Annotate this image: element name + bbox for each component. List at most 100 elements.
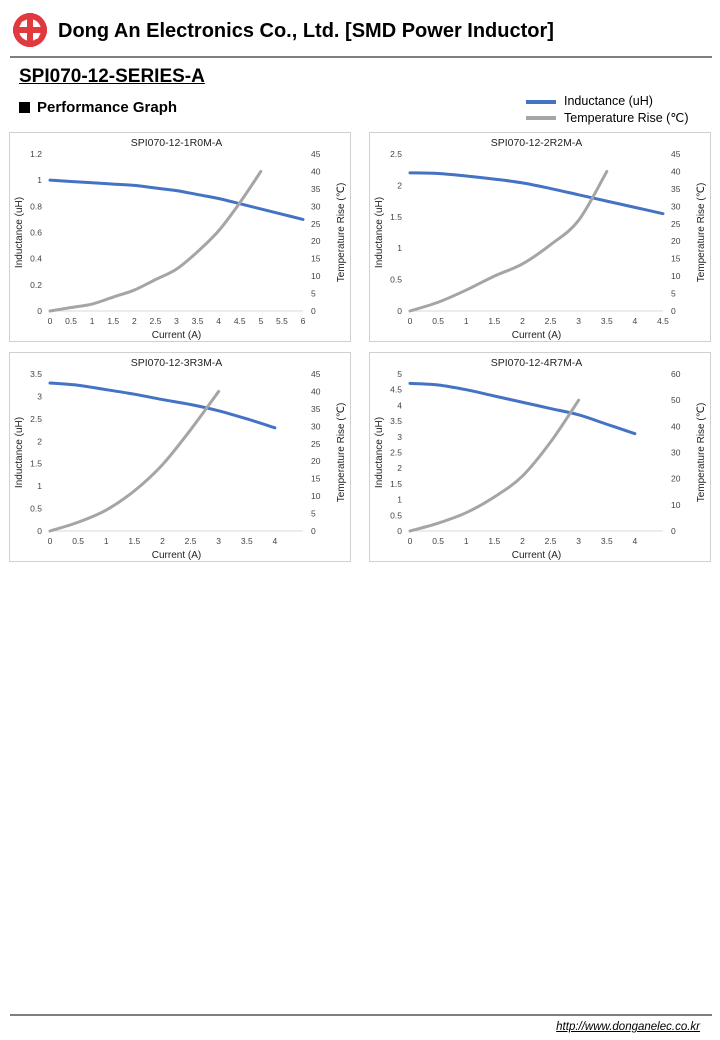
company-logo-icon <box>13 13 47 47</box>
x-axis-label: Current (A) <box>152 550 201 561</box>
x-tick-label: 0.5 <box>72 536 84 546</box>
y2-tick-label: 50 <box>671 395 681 405</box>
y2-tick-label: 45 <box>311 369 321 379</box>
x-tick-label: 4 <box>633 536 638 546</box>
x-tick-label: 0.5 <box>432 536 444 546</box>
y2-tick-label: 45 <box>671 149 681 159</box>
x-tick-label: 2 <box>132 316 137 326</box>
x-tick-label: 4 <box>273 536 278 546</box>
y2-tick-label: 15 <box>311 254 321 264</box>
company-name: Dong An Electronics Co., Ltd. [SMD Power… <box>58 20 554 42</box>
temperature-rise-line <box>48 169 263 313</box>
section-heading: Performance Graph <box>19 99 177 116</box>
y2-tick-label: 10 <box>671 271 681 281</box>
inductance-line <box>408 171 665 216</box>
x-tick-label: 0 <box>408 536 413 546</box>
y2-tick-label: 25 <box>311 439 321 449</box>
x-tick-label: 3.5 <box>241 536 253 546</box>
y2-tick-label: 5 <box>311 289 316 299</box>
bullet-square-icon <box>19 102 30 113</box>
y-tick-label: 1 <box>397 495 402 505</box>
chart-4r7m: SPI070-12-4R7M-A 0 0.5 1 1.5 2 2.5 3 3.5 4 0 0.5 1 1.… <box>369 352 711 562</box>
x-tick-label: 1 <box>104 536 109 546</box>
x-tick-label: 2 <box>520 536 525 546</box>
y2-tick-label: 15 <box>671 254 681 264</box>
y-axis-label: Inductance (uH) <box>14 417 25 488</box>
y-axis-label: Inductance (uH) <box>374 197 385 268</box>
y-tick-label: 2.5 <box>390 448 402 458</box>
y2-tick-label: 20 <box>311 456 321 466</box>
x-tick-label: 6 <box>301 316 306 326</box>
y-tick-label: 3.5 <box>30 369 42 379</box>
x-tick-label: 1.5 <box>128 536 140 546</box>
y2-tick-label: 45 <box>311 149 321 159</box>
y-tick-label: 0.2 <box>30 280 42 290</box>
y-tick-label: 0.8 <box>30 201 42 211</box>
y2-tick-label: 60 <box>671 369 681 379</box>
y2-tick-label: 0 <box>671 306 676 316</box>
legend-label-temperature: Temperature Rise (℃) <box>564 111 689 125</box>
y2-axis-label: Temperature Rise (℃) <box>696 183 707 283</box>
x-tick-label: 3 <box>576 316 581 326</box>
chart-svg: SPI070-12-1R0M-A 0 0.5 1 1.5 2 2.5 3 3.5 4 4.5 5 5.5… <box>14 137 347 341</box>
x-tick-label: 0 <box>408 316 413 326</box>
chart-3r3m: SPI070-12-3R3M-A 0 0.5 1 1.5 2 2.5 3 3.5 4 0 0.5 1 1.… <box>9 352 351 562</box>
y2-tick-label: 35 <box>311 184 321 194</box>
y2-tick-label: 10 <box>311 491 321 501</box>
legend-item-inductance: Inductance (uH) <box>524 94 714 110</box>
chart-svg: SPI070-12-3R3M-A 0 0.5 1 1.5 2 2.5 3 3.5 4 0 0.5 1 1.… <box>14 357 347 561</box>
page-title: SPI070-12-SERIES-A <box>19 66 205 87</box>
y2-tick-label: 40 <box>671 166 681 176</box>
x-axis-label: Current (A) <box>512 330 561 341</box>
y-tick-label: 2 <box>37 436 42 446</box>
x-tick-label: 2 <box>520 316 525 326</box>
chart-1r0m: SPI070-12-1R0M-A 0 0.5 1 1.5 2 2.5 3 3.5 4 4.5 5 5.5… <box>9 132 351 342</box>
y2-tick-label: 30 <box>671 201 681 211</box>
x-tick-label: 4.5 <box>234 316 246 326</box>
y2-tick-label: 10 <box>671 500 681 510</box>
y-tick-label: 1.2 <box>30 149 42 159</box>
inductance-line <box>48 178 305 221</box>
y-tick-label: 0.5 <box>390 275 402 285</box>
y2-tick-label: 20 <box>671 236 681 246</box>
y-tick-label: 0 <box>37 526 42 536</box>
x-tick-label: 1.5 <box>107 316 119 326</box>
y-tick-label: 0.4 <box>30 254 42 264</box>
chart-svg: SPI070-12-2R2M-A0 0.5 1 1.5 2 2.5 3 3.5 4 4.500.5… <box>374 137 707 341</box>
x-tick-label: 2.5 <box>185 536 197 546</box>
temperature-rise-line <box>408 169 609 313</box>
y-tick-label: 3 <box>397 432 402 442</box>
y2-tick-label: 5 <box>311 509 316 519</box>
y2-tick-label: 20 <box>311 236 321 246</box>
x-tick-label: 0.5 <box>432 316 444 326</box>
x-tick-label: 3 <box>576 536 581 546</box>
y-tick-label: 1.5 <box>30 459 42 469</box>
legend-item-temperature: Temperature Rise (℃) <box>524 110 714 126</box>
y-axis-label: Inductance (uH) <box>14 197 25 268</box>
y2-tick-label: 40 <box>311 166 321 176</box>
y2-tick-label: 25 <box>671 219 681 229</box>
chart-2r2m: SPI070-12-2R2M-A 0 0.5 1 1.5 2 2.5 3 3.5 4 4.5 0 0.5… <box>369 132 711 342</box>
footer-link[interactable]: http://www.donganelec.co.kr <box>556 1021 700 1033</box>
chart-title: SPI070-12-3R3M-A <box>131 357 223 369</box>
y-tick-label: 2.5 <box>30 414 42 424</box>
y2-tick-label: 35 <box>311 404 321 414</box>
y-tick-label: 1 <box>37 481 42 491</box>
x-tick-label: 1.5 <box>488 536 500 546</box>
footer-divider <box>10 1014 712 1016</box>
section-heading-text: Performance Graph <box>37 99 178 116</box>
y2-tick-label: 20 <box>671 474 681 484</box>
y-tick-label: 3 <box>37 391 42 401</box>
legend-label-inductance: Inductance (uH) <box>564 94 653 108</box>
x-tick-label: 5 <box>258 316 263 326</box>
x-tick-label: 1 <box>464 316 469 326</box>
y-tick-label: 0.5 <box>30 504 42 514</box>
legend-line-temperature <box>526 116 556 120</box>
legend-line-inductance <box>526 100 556 104</box>
x-tick-label: 0 <box>48 536 53 546</box>
x-axis-label: Current (A) <box>512 550 561 561</box>
y2-tick-label: 30 <box>671 448 681 458</box>
y-tick-label: 2 <box>397 180 402 190</box>
y2-axis-label: Temperature Rise (℃) <box>336 403 347 503</box>
chart-title: SPI070-12-4R7M-A <box>491 357 583 369</box>
